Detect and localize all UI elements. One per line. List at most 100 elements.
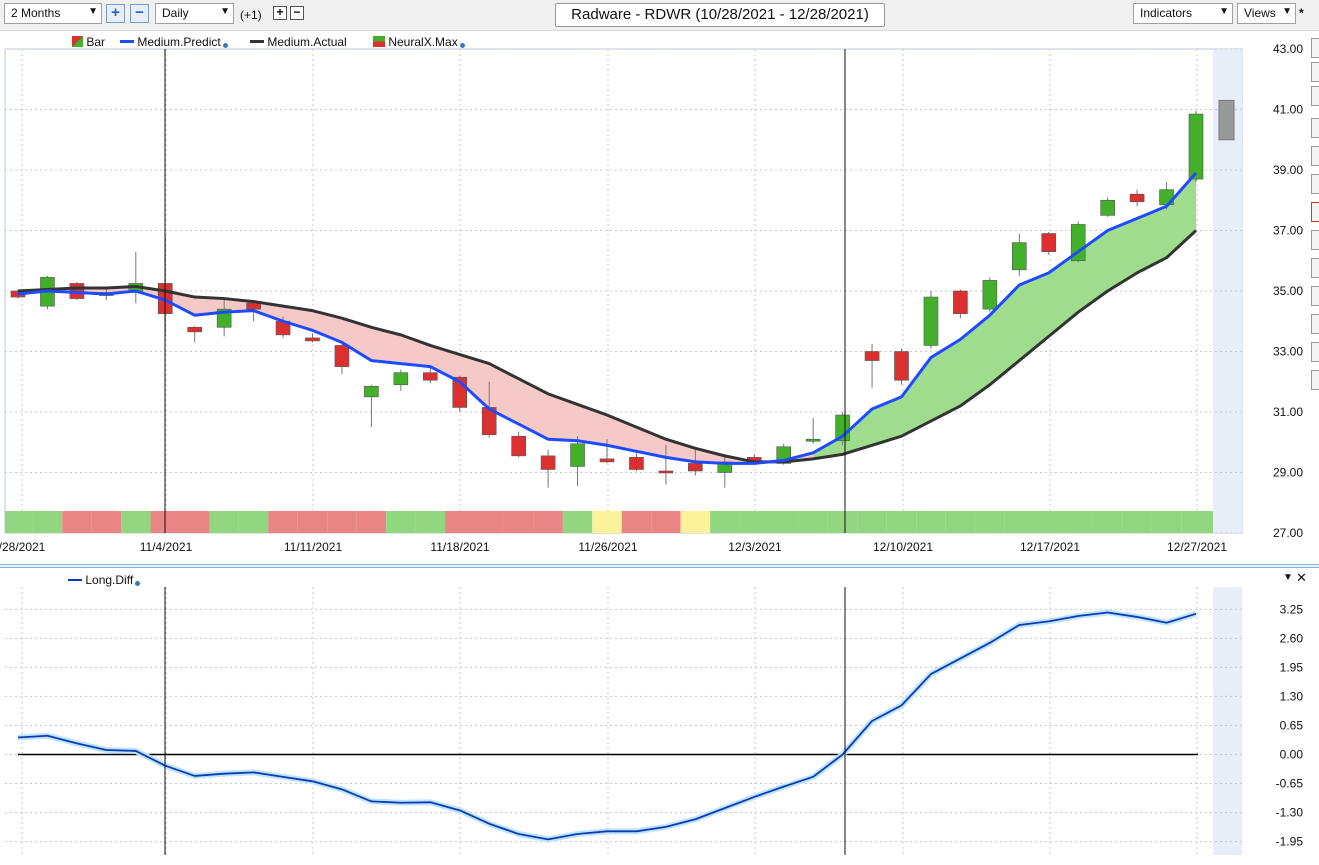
info-dot-icon bbox=[222, 43, 228, 48]
pane-menu-icon[interactable]: ▼ bbox=[1283, 572, 1293, 583]
regime-cell bbox=[503, 511, 534, 533]
regime-cell bbox=[121, 511, 151, 533]
toolbar: 2 Months ▼ + − Daily ▼ (+1) + − Radware … bbox=[0, 0, 1319, 31]
neuralx-swatch-icon bbox=[373, 36, 385, 47]
chevron-down-icon: ▼ bbox=[220, 6, 230, 17]
regime-cell bbox=[180, 511, 210, 533]
y-tick-label: 35.00 bbox=[1273, 284, 1303, 298]
tool-button[interactable] bbox=[1311, 62, 1319, 82]
info-dot-icon bbox=[459, 43, 465, 48]
regime-cell bbox=[91, 511, 122, 533]
views-select[interactable]: Views ▼ bbox=[1237, 3, 1296, 24]
regime-cell bbox=[975, 511, 1005, 533]
offset-plus-button[interactable]: + bbox=[273, 6, 287, 20]
minus-icon: − bbox=[135, 4, 144, 21]
candle-body bbox=[1041, 233, 1057, 252]
regime-cell bbox=[651, 511, 681, 533]
pane-splitter[interactable] bbox=[0, 564, 1319, 568]
tool-button[interactable] bbox=[1311, 38, 1319, 58]
black-line-icon bbox=[250, 40, 264, 43]
projection-bar bbox=[1218, 99, 1235, 141]
indicators-select[interactable]: Indicators ▼ bbox=[1133, 3, 1233, 24]
projection-zone bbox=[1213, 587, 1242, 855]
x-tick-label: 12/17/2021 bbox=[1020, 540, 1080, 554]
candle-body bbox=[982, 280, 998, 310]
legend-item-medium-predict[interactable]: Medium.Predict bbox=[120, 35, 228, 49]
zoom-out-button[interactable]: − bbox=[130, 4, 149, 23]
regime-cell bbox=[1092, 511, 1123, 533]
regime-cell bbox=[1181, 511, 1213, 533]
tool-button[interactable] bbox=[1311, 118, 1319, 138]
tool-button[interactable] bbox=[1311, 342, 1319, 362]
y-tick-label: 27.00 bbox=[1273, 526, 1303, 540]
x-tick-label: /28/2021 bbox=[0, 540, 46, 554]
y-tick-label: 37.00 bbox=[1273, 224, 1303, 238]
y-tick-label: 33.00 bbox=[1273, 345, 1303, 359]
medium-actual-line bbox=[17, 229, 1198, 464]
diff-legend[interactable]: Long.Diff bbox=[68, 573, 141, 587]
y-tick-label: 31.00 bbox=[1273, 405, 1303, 419]
regime-cell bbox=[739, 511, 769, 533]
candle-body bbox=[1129, 193, 1145, 203]
regime-cell bbox=[238, 511, 269, 533]
candle-body bbox=[629, 457, 644, 470]
regime-cell bbox=[1063, 511, 1093, 533]
tool-button[interactable] bbox=[1311, 86, 1319, 106]
tool-button[interactable] bbox=[1311, 174, 1319, 194]
indicators-label: Indicators bbox=[1140, 6, 1193, 20]
tool-button[interactable] bbox=[1311, 286, 1319, 306]
legend-label: Medium.Actual bbox=[267, 35, 347, 49]
regime-cell bbox=[1034, 511, 1064, 533]
tool-button[interactable] bbox=[1311, 230, 1319, 250]
price-chart[interactable]: 43.00 41.00 39.00 37.00 35.00 33.00 31.00 29.00… bbox=[0, 31, 1309, 561]
x-tick-label: 12/3/2021 bbox=[728, 540, 782, 554]
regime-cell bbox=[916, 511, 946, 533]
range-value: 2 Months bbox=[11, 6, 61, 20]
chevron-down-icon: ▼ bbox=[88, 6, 98, 17]
long-diff-line bbox=[17, 611, 1197, 841]
legend-item-bar[interactable]: Bar bbox=[72, 35, 105, 49]
chart-title: Radware - RDWR (10/28/2021 - 12/28/2021) bbox=[555, 3, 885, 27]
regime-cell bbox=[945, 511, 976, 533]
regime-cell bbox=[769, 511, 799, 533]
legend-item-neuralx-max[interactable]: NeuralX.Max bbox=[373, 35, 465, 49]
close-pane-icon[interactable]: ✕ bbox=[1296, 570, 1307, 585]
diff-chart[interactable]: 3.25 2.60 1.95 1.30 0.65 0.00 -0.65 -1.30 -1.95 bbox=[0, 569, 1309, 863]
candle-body bbox=[688, 463, 703, 472]
candle-body bbox=[1070, 224, 1086, 262]
regime-cell bbox=[1151, 511, 1182, 533]
offset-minus-button[interactable]: − bbox=[290, 6, 304, 20]
tool-button[interactable] bbox=[1311, 202, 1319, 222]
tool-button[interactable] bbox=[1311, 258, 1319, 278]
candle-body bbox=[364, 385, 379, 398]
candle-body bbox=[1188, 113, 1204, 180]
regime-cell bbox=[710, 511, 740, 533]
candle-body bbox=[658, 470, 674, 474]
y-tick-label: 41.00 bbox=[1273, 103, 1303, 117]
x-tick-label: 12/27/2021 bbox=[1167, 540, 1227, 554]
regime-cell bbox=[62, 511, 92, 533]
plot-area bbox=[5, 587, 1242, 855]
tool-button[interactable] bbox=[1311, 370, 1319, 390]
x-tick-label: 12/10/2021 bbox=[873, 540, 933, 554]
regime-cell bbox=[327, 511, 357, 533]
zoom-in-button[interactable]: + bbox=[106, 4, 125, 23]
candle-body bbox=[305, 337, 320, 342]
tool-button[interactable] bbox=[1311, 146, 1319, 166]
candle-body bbox=[511, 435, 526, 457]
regime-cell bbox=[209, 511, 239, 533]
y-tick-label: 1.30 bbox=[1280, 689, 1304, 703]
y-tick-label: 2.60 bbox=[1280, 631, 1304, 645]
medium-predict-line bbox=[17, 172, 1198, 465]
candle-body bbox=[187, 326, 202, 333]
y-tick-label: 3.25 bbox=[1280, 602, 1304, 616]
candle-body bbox=[599, 458, 615, 463]
plus-icon: + bbox=[276, 5, 284, 19]
tool-button[interactable] bbox=[1311, 314, 1319, 334]
candle-body bbox=[953, 290, 968, 314]
range-select[interactable]: 2 Months ▼ bbox=[4, 3, 102, 24]
interval-select[interactable]: Daily ▼ bbox=[155, 3, 234, 24]
legend-item-medium-actual[interactable]: Medium.Actual bbox=[250, 35, 347, 49]
blue-line-icon bbox=[120, 40, 134, 43]
blue-line-icon bbox=[68, 579, 82, 581]
